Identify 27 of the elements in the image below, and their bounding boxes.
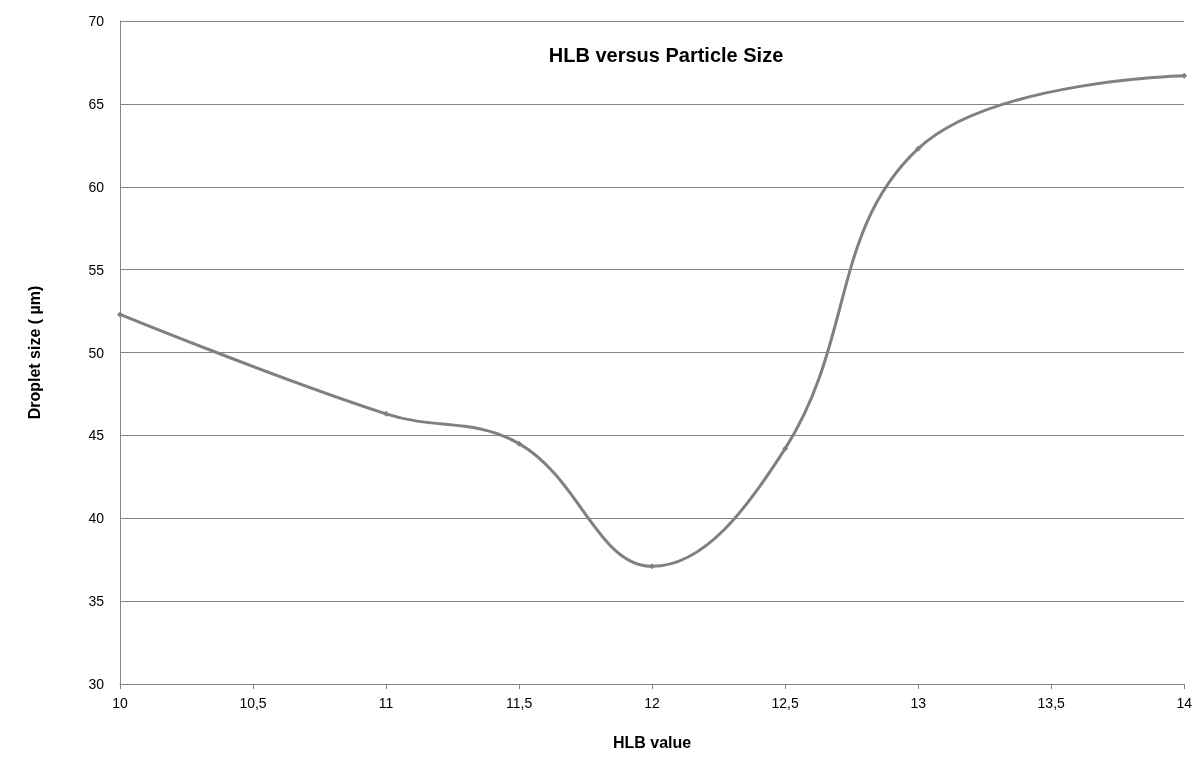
y-tick-label: 60 xyxy=(88,178,105,195)
x-tick-label: 12 xyxy=(644,695,661,711)
x-tick-label: 13,5 xyxy=(1037,695,1066,711)
x-tick-label: 13 xyxy=(910,695,927,711)
x-tick-label: 11 xyxy=(378,695,394,711)
point xyxy=(782,445,789,452)
y-tick-label: 55 xyxy=(88,261,105,278)
point xyxy=(383,410,390,417)
x-axis-title: HLB value xyxy=(612,733,692,751)
point xyxy=(117,311,123,318)
y-tick-label: 35 xyxy=(88,593,105,610)
x-tick-label: 11,5 xyxy=(505,695,533,711)
point xyxy=(1181,72,1188,79)
x-tick-label: 10 xyxy=(112,695,128,711)
y-tick-label: 65 xyxy=(88,95,105,112)
y-tick-label: 50 xyxy=(88,344,105,361)
x-tick-label: 12,5 xyxy=(771,695,799,711)
y-tick-label: 70 xyxy=(88,13,105,29)
y-tick-label: 40 xyxy=(88,510,105,527)
x-tick-label: 14 xyxy=(1176,695,1193,711)
point xyxy=(915,145,922,152)
text: HLB versus Particle Size xyxy=(548,44,784,66)
point xyxy=(516,440,523,447)
x-tick-label: 10,5 xyxy=(239,695,267,711)
y-axis-title: Droplet size ( µm) xyxy=(25,285,43,420)
y-tick-label: 30 xyxy=(88,676,105,692)
y-tick-label: 45 xyxy=(88,427,105,444)
